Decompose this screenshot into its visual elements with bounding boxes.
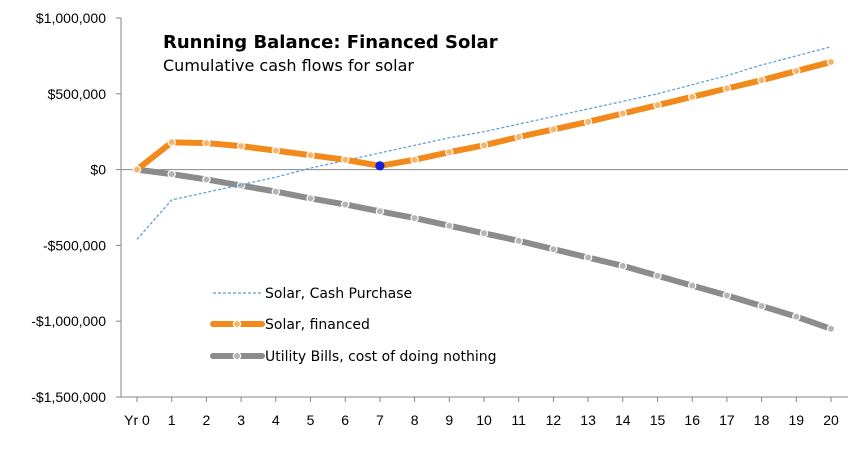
data-point [514,236,523,246]
x-tick-label: 7 [376,412,384,428]
chart-title: Running Balance: Financed Solar [163,32,498,53]
y-tick-label: -$500,000 [43,237,106,253]
x-tick-label: 5 [307,412,315,428]
x-tick-label: 18 [754,412,770,428]
data-point [792,66,801,76]
x-axis-ticks: Yr 0 1 2 3 4 5 6 7 8 9 10 11 12 13 14 15 16 17 18 19 20 [124,397,839,428]
data-point [549,125,558,134]
y-tick-label: -$1,500,000 [31,389,106,405]
data-point [618,261,628,271]
data-point [757,75,766,85]
data-point [410,213,419,223]
x-tick-label: 17 [719,412,735,428]
data-point [341,200,350,209]
x-tick-label: 20 [823,412,839,428]
data-point [341,155,350,164]
data-point [445,147,454,157]
data-point [132,165,142,174]
data-point [826,57,836,67]
data-point [653,271,662,280]
data-point [583,117,593,127]
series-line-solar-financed [134,58,834,173]
data-point [792,312,801,321]
x-tick-label: 3 [237,412,245,428]
y-tick-label: $1,000,000 [36,10,106,26]
data-point [722,84,732,93]
data-point [826,324,836,333]
data-point [514,132,523,142]
data-point [757,301,766,311]
legend: Solar, Cash Purchase Solar, financed Utili… [210,286,497,365]
series-line-solar-cash-purchase [136,46,832,240]
x-tick-label: 10 [476,412,492,428]
x-tick-label: 4 [272,412,280,428]
data-point [375,161,385,171]
legend-label-utility-bills-cost-of-doing-nothing: Utility Bills, cost of doing nothing [265,349,497,365]
data-point [722,291,732,300]
x-tick-label: 1 [168,412,176,428]
y-tick-label: $500,000 [48,86,107,102]
x-tick-label: 6 [341,412,349,428]
data-point [202,138,211,148]
data-point [375,207,385,216]
y-tick-label: $0 [90,162,106,178]
legend-label-solar-cash-purchase: Solar, Cash Purchase [265,286,412,302]
data-point [688,281,697,290]
legend-marker [232,351,242,361]
x-tick-label: 13 [580,412,596,428]
data-point [236,141,246,151]
x-tick-label: 15 [650,412,666,428]
y-tick-label: -$1,000,000 [31,313,106,329]
data-point [202,175,211,184]
data-point [167,138,176,147]
x-tick-label: 16 [684,412,700,428]
data-point [618,109,628,118]
data-point [236,181,246,190]
chart-subtitle: Cumulative cash flows for solar [163,56,414,75]
x-tick-label: 19 [789,412,805,428]
data-point [306,150,315,160]
data-point [583,253,593,262]
x-tick-label: Yr 0 [124,412,150,428]
data-point [167,169,176,179]
legend-label-solar-financed: Solar, financed [265,317,370,333]
data-point [445,221,454,230]
x-tick-label: 2 [203,412,211,428]
data-point [271,146,280,155]
x-tick-label: 8 [411,412,419,428]
legend-marker [232,319,242,329]
x-tick-label: 14 [615,412,631,428]
data-point [688,92,697,102]
x-tick-label: 12 [546,412,562,428]
data-point [653,100,662,110]
series-layer [132,46,836,333]
data-point [479,229,489,238]
y-axis-ticks: $1,000,000 $500,000 $0 -$500,000 -$1,000,000… [31,10,121,405]
data-point [410,155,419,164]
data-point [479,141,489,150]
x-tick-label: 11 [511,412,526,428]
series-line-utility-bills-cost-of-doing-nothing [134,166,834,332]
data-point [549,244,558,254]
data-point [306,194,315,203]
x-tick-label: 9 [445,412,453,428]
data-point [271,187,280,196]
